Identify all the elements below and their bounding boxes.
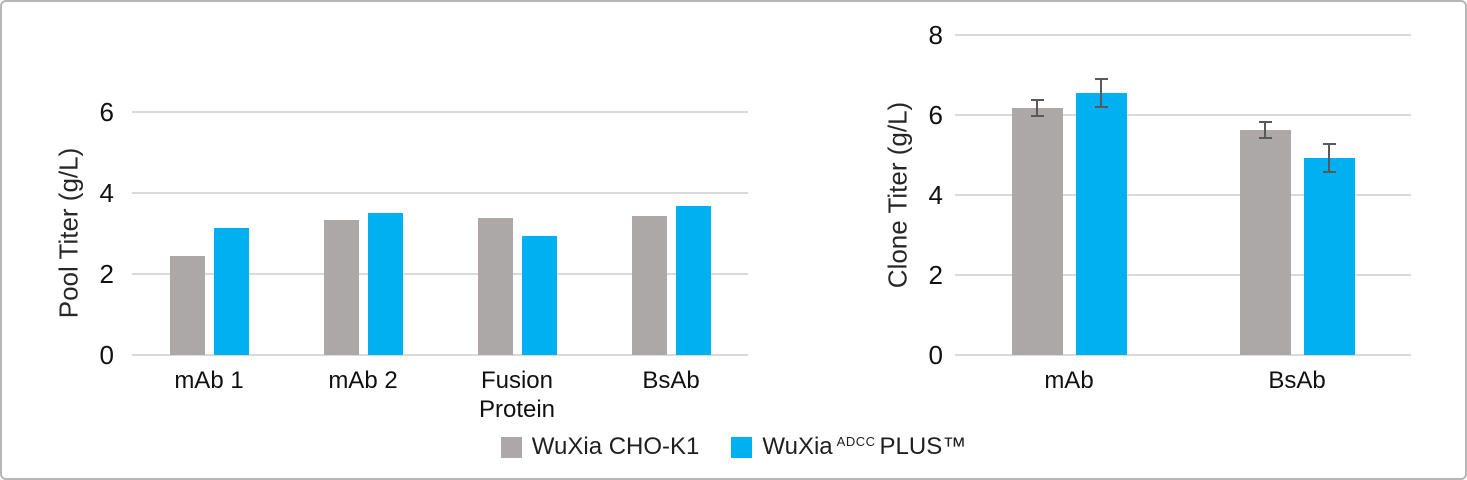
- y-axis-tick-label: 8: [928, 20, 943, 50]
- gridline: [132, 354, 748, 356]
- bar-blue: [1303, 158, 1355, 355]
- gridline: [955, 194, 1411, 196]
- right-chart-y-axis-title: Clone Titer (g/L): [882, 101, 913, 289]
- gridline: [955, 354, 1411, 356]
- y-axis-tick-label: 2: [99, 259, 114, 289]
- bar-gray: [323, 220, 359, 355]
- error-bar-cap-bottom: [1094, 105, 1108, 109]
- legend-superscript-adcc: ADCC: [836, 434, 876, 449]
- legend-brand-text: WuXia: [762, 433, 833, 460]
- legend-label-wuxia-cho-k1: WuXia CHO-K1: [531, 433, 700, 460]
- legend-swatch-gray-icon: [500, 436, 522, 458]
- error-bar-line: [1035, 100, 1039, 117]
- error-bar-cap-bottom: [1030, 114, 1044, 118]
- bar-gray: [1011, 108, 1063, 355]
- y-axis-tick-label: 6: [928, 100, 943, 130]
- y-axis-tick-label: 0: [99, 340, 114, 370]
- error-bar-cap-bottom: [1258, 136, 1272, 140]
- x-axis-category-label: mAb 2: [328, 367, 398, 394]
- y-axis-tick-label: 6: [99, 97, 114, 127]
- bar-blue: [1075, 93, 1127, 355]
- error-bar-cap-top: [1030, 98, 1044, 102]
- x-axis-category-label: mAb: [1044, 367, 1094, 394]
- bar-gray: [631, 216, 667, 355]
- legend: WuXia CHO-K1 WuXia ADCC PLUS™: [2, 433, 1465, 461]
- error-bar-line: [1099, 79, 1103, 107]
- legend-swatch-blue-icon: [731, 436, 753, 458]
- y-axis-tick-label: 4: [928, 180, 943, 210]
- x-axis-category-label: BsAb: [1268, 367, 1326, 394]
- y-axis-tick-label: 4: [99, 178, 114, 208]
- bar-blue: [675, 205, 711, 355]
- gridline: [132, 273, 748, 275]
- y-axis-tick-label: 0: [928, 340, 943, 370]
- legend-item-wuxia-cho-k1: WuXia CHO-K1: [500, 433, 700, 461]
- error-bar-cap-top: [1322, 142, 1336, 146]
- x-axis-category-label: BsAb: [642, 367, 700, 394]
- legend-plus-text: PLUS™: [879, 433, 967, 460]
- x-axis-category-label: mAb 1: [174, 367, 244, 394]
- bar-gray: [1239, 130, 1291, 355]
- error-bar-cap-top: [1258, 120, 1272, 124]
- error-bar-cap-bottom: [1322, 170, 1336, 174]
- legend-item-wuxia-adcc-plus: WuXia ADCC PLUS™: [731, 433, 966, 461]
- y-axis-tick-label: 2: [928, 260, 943, 290]
- left-chart-y-axis-title: Pool Titer (g/L): [53, 147, 84, 319]
- bar-blue: [521, 235, 557, 355]
- x-axis-category-label: Fusion Protein: [478, 367, 556, 423]
- gridline: [955, 114, 1411, 116]
- gridline: [955, 34, 1411, 36]
- bar-gray: [169, 255, 205, 355]
- legend-label-wuxia-adcc-plus: WuXia ADCC PLUS™: [762, 433, 966, 461]
- gridline: [132, 111, 748, 113]
- error-bar-line: [1263, 122, 1267, 139]
- error-bar-cap-top: [1094, 77, 1108, 81]
- bar-gray: [477, 218, 513, 355]
- gridline: [955, 274, 1411, 276]
- bar-blue: [367, 213, 403, 355]
- bar-blue: [213, 227, 249, 355]
- gridline: [132, 192, 748, 194]
- error-bar-line: [1327, 144, 1331, 173]
